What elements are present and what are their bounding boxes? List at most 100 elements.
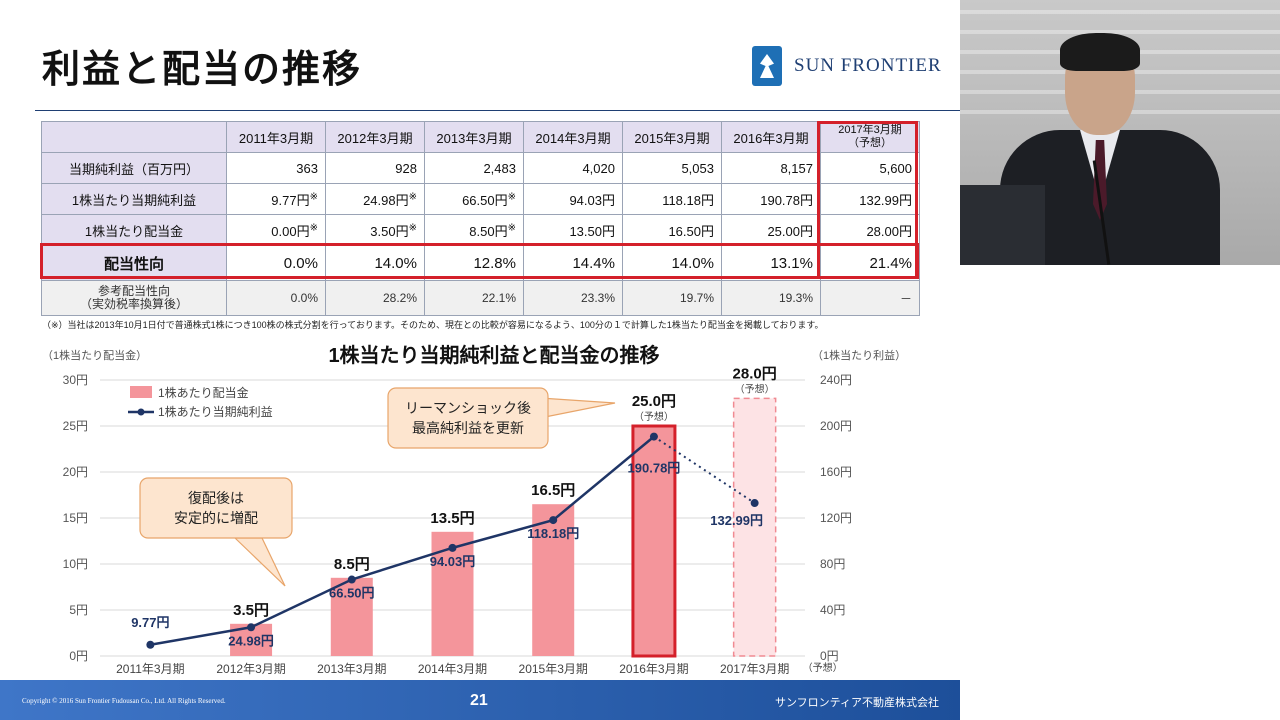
table-row: 当期純利益（百万円） 363 928 2,483 4,020 5,053 8,157 5,60… <box>41 152 920 184</box>
legend-label: 1株あたり当期純利益 <box>158 404 273 419</box>
table-row-label: 配当性向 <box>41 245 227 281</box>
company-logo: SUN FRONTIER <box>752 46 942 86</box>
table-cell: 28.2% <box>325 280 425 316</box>
bar <box>330 577 373 656</box>
table-header-cell: 2016年3月期 <box>721 121 821 153</box>
right-axis-title: （1株当たり利益） <box>812 348 906 362</box>
eps-point <box>750 499 759 508</box>
callout-record-profit-box <box>387 387 549 449</box>
left-tick-label: 25円 <box>63 419 88 433</box>
x-tick-label: 2013年3月期 <box>317 662 386 676</box>
table-cell: 0.00円※ <box>226 214 326 246</box>
right-tick-label: 120円 <box>820 511 852 525</box>
eps-value-label: 94.03円 <box>430 554 476 569</box>
title-divider <box>35 110 960 111</box>
footer-company-name: サンフロンティア不動産株式会社 <box>775 697 940 709</box>
bar-note-label: （予想） <box>634 410 674 423</box>
bar-value-label: 8.5円 <box>334 556 370 573</box>
table-cell: 0.0% <box>226 280 326 316</box>
eps-dividend-chart: 0円 5円 10円 15円 20円 25円 30円 0円 40円 80円 120円 160円 200円 2… <box>42 343 906 676</box>
footer-bar: Copyright © 2016 Sun Frontier Fudousan C… <box>0 680 960 720</box>
x-tick-suffix: （予想） <box>803 661 843 674</box>
bar-value-label: 28.0円 <box>733 365 777 382</box>
table-header-cell: 2011年3月期 <box>226 121 326 153</box>
table-cell: 8,157 <box>721 152 821 184</box>
table-cell: 19.3% <box>721 280 821 316</box>
eps-point <box>448 543 457 552</box>
eps-point <box>146 640 155 649</box>
payout-ratio-row-highlight <box>40 243 919 279</box>
callout-record-profit-tail <box>539 397 616 419</box>
right-tick-label: 160円 <box>820 465 852 479</box>
bar-highlighted <box>631 424 677 658</box>
profit-dividend-table: 2011年3月期 2012年3月期 2013年3月期 2014年3月期 2015… <box>41 121 920 316</box>
table-cell: 23.3% <box>523 280 623 316</box>
footnote: （※）当社は2013年10月1日付で普通株式1株につき100株の株式分割を行って… <box>42 320 824 330</box>
left-tick-label: 20円 <box>63 465 88 479</box>
eps-value-label: 24.98円 <box>228 633 274 648</box>
table-cell: 13.50円 <box>523 214 623 246</box>
table-header-row: 2011年3月期 2012年3月期 2013年3月期 2014年3月期 2015… <box>41 121 920 153</box>
legend-swatch-bar <box>130 386 152 398</box>
bar-value-label: 25.0円 <box>632 393 676 410</box>
chart-title: 1株当たり当期純利益と配当金の推移 <box>328 343 659 367</box>
table-cell: 132.99円 <box>820 183 920 215</box>
left-tick-label: 5円 <box>69 603 88 617</box>
bar-value-label: 13.5円 <box>430 510 474 527</box>
right-tick-label: 40円 <box>820 603 845 617</box>
table-row: 配当性向 0.0% 14.0% 12.8% 14.4% 14.0% 13.1% 21.4% <box>41 245 920 281</box>
table-row: 1株当たり配当金 0.00円※ 3.50円※ 8.50円※ 13.50円 16.50円 25… <box>41 214 920 246</box>
table-cell: 190.78円 <box>721 183 821 215</box>
eps-value-label: 190.78円 <box>628 461 681 476</box>
left-tick-label: 30円 <box>63 373 88 387</box>
table-cell: 19.7% <box>622 280 722 316</box>
x-tick-label: 2016年3月期 <box>619 662 688 676</box>
eps-value-label: 9.77円 <box>131 615 169 630</box>
table-cell: 22.1% <box>424 280 524 316</box>
left-tick-label: 15円 <box>63 511 88 525</box>
page-number: 21 <box>470 692 488 709</box>
table-cell: 16.50円 <box>622 214 722 246</box>
sun-frontier-logo-icon <box>752 46 782 86</box>
table-cell: 12.8% <box>424 245 524 281</box>
eps-point <box>649 432 658 441</box>
right-tick-label: 200円 <box>820 419 852 433</box>
page-title: 利益と配当の推移 <box>42 49 363 91</box>
right-tick-label: 80円 <box>820 557 845 571</box>
table-header-cell: 2014年3月期 <box>523 121 623 153</box>
table-cell: 118.18円 <box>622 183 722 215</box>
table-cell: 24.98円※ <box>325 183 425 215</box>
copyright-text: Copyright © 2016 Sun Frontier Fudousan C… <box>22 697 226 705</box>
table-cell: 28.00円 <box>820 214 920 246</box>
legend-label: 1株あたり配当金 <box>158 385 249 400</box>
callout-record-profit-text: リーマンショック後 <box>405 400 531 416</box>
table-cell: 4,020 <box>523 152 623 184</box>
eps-point <box>549 516 558 525</box>
table-header-cell: 2013年3月期 <box>424 121 524 153</box>
table-corner-cell <box>41 121 227 153</box>
table-cell: － <box>820 280 920 316</box>
table-cell: 5,600 <box>820 152 920 184</box>
left-tick-label: 10円 <box>63 557 88 571</box>
logo-text: SUN FRONTIER <box>794 55 942 76</box>
callout-stable-increase-tail <box>233 537 286 587</box>
table-row: 参考配当性向 （実効税率換算後） 0.0% 28.2% 22.1% 23.3% 19.7%… <box>41 280 920 316</box>
x-tick-label: 2015年3月期 <box>519 662 588 676</box>
table-row-label: 参考配当性向 （実効税率換算後） <box>41 280 227 316</box>
table-header-cell-forecast: 2017年3月期 （予想） <box>820 121 920 153</box>
slide: 利益と配当の推移 SUN FRONTIER 2011年3月期 2012年3月期 … <box>0 0 960 720</box>
eps-value-label: 132.99円 <box>710 513 763 528</box>
callout-stable-increase-text: 復配後は <box>188 490 244 506</box>
bar-value-label: 16.5円 <box>531 482 575 499</box>
eps-line-forecast <box>653 435 756 504</box>
bar-forecast <box>732 397 777 657</box>
legend-swatch-dot <box>137 408 145 416</box>
eps-value-label: 118.18円 <box>527 526 579 541</box>
callout-stable-increase-text: 安定的に増配 <box>174 510 258 526</box>
presenter-video <box>960 0 1280 265</box>
table-cell: 14.0% <box>622 245 722 281</box>
eps-line <box>150 435 655 646</box>
table-row: 1株当たり当期純利益 9.77円※ 24.98円※ 66.50円※ 94.03円 118.… <box>41 183 920 215</box>
